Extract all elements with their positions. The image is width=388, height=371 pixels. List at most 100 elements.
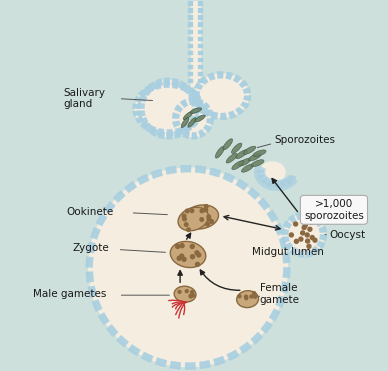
Polygon shape: [164, 78, 170, 85]
Polygon shape: [199, 76, 208, 85]
Polygon shape: [150, 128, 158, 137]
Polygon shape: [174, 105, 183, 112]
Ellipse shape: [170, 242, 206, 267]
Circle shape: [313, 238, 317, 242]
Circle shape: [197, 253, 201, 257]
Circle shape: [189, 295, 192, 298]
Ellipse shape: [223, 139, 232, 150]
Ellipse shape: [194, 73, 249, 118]
Circle shape: [176, 244, 180, 249]
Polygon shape: [144, 123, 152, 132]
Polygon shape: [140, 122, 149, 129]
Polygon shape: [137, 102, 145, 109]
Polygon shape: [133, 111, 140, 116]
Ellipse shape: [253, 150, 266, 157]
Polygon shape: [223, 172, 235, 183]
Polygon shape: [267, 210, 278, 222]
Polygon shape: [196, 109, 204, 114]
Polygon shape: [198, 23, 203, 27]
Circle shape: [204, 205, 208, 208]
Ellipse shape: [174, 100, 212, 137]
Polygon shape: [141, 352, 153, 362]
Circle shape: [189, 294, 192, 297]
Circle shape: [308, 227, 312, 231]
Polygon shape: [298, 250, 304, 257]
Polygon shape: [228, 111, 236, 119]
Polygon shape: [172, 121, 180, 128]
Polygon shape: [317, 241, 325, 249]
Polygon shape: [235, 107, 244, 115]
Circle shape: [294, 239, 298, 243]
Polygon shape: [188, 36, 193, 41]
Circle shape: [253, 292, 256, 295]
Polygon shape: [188, 92, 197, 100]
Polygon shape: [183, 131, 190, 139]
Circle shape: [180, 254, 184, 258]
Circle shape: [207, 215, 211, 219]
Polygon shape: [319, 234, 327, 241]
Polygon shape: [138, 89, 147, 97]
Polygon shape: [217, 71, 223, 79]
Circle shape: [191, 255, 194, 259]
Polygon shape: [193, 98, 201, 104]
Polygon shape: [180, 127, 188, 135]
Polygon shape: [274, 223, 284, 235]
Polygon shape: [90, 227, 100, 239]
Polygon shape: [283, 267, 290, 278]
Circle shape: [178, 290, 181, 293]
Circle shape: [191, 290, 194, 293]
Polygon shape: [310, 214, 318, 222]
Polygon shape: [188, 9, 193, 13]
Circle shape: [250, 295, 253, 298]
Polygon shape: [173, 130, 181, 138]
Circle shape: [305, 233, 309, 237]
Text: Midgut lumen: Midgut lumen: [251, 246, 324, 256]
Polygon shape: [194, 82, 203, 90]
Ellipse shape: [191, 108, 202, 113]
Polygon shape: [104, 201, 115, 214]
Circle shape: [207, 217, 211, 221]
Text: Sporozoites: Sporozoites: [274, 135, 335, 145]
Polygon shape: [87, 242, 96, 253]
Polygon shape: [188, 65, 193, 69]
Circle shape: [307, 244, 311, 248]
Circle shape: [195, 251, 199, 255]
Text: Zygote: Zygote: [73, 243, 110, 253]
Polygon shape: [96, 214, 107, 226]
Circle shape: [301, 231, 305, 235]
Circle shape: [140, 81, 196, 137]
Polygon shape: [312, 246, 320, 255]
Polygon shape: [198, 72, 203, 76]
Polygon shape: [189, 120, 198, 128]
Polygon shape: [199, 360, 211, 369]
Polygon shape: [188, 50, 193, 55]
Circle shape: [254, 295, 256, 298]
Circle shape: [299, 237, 303, 241]
Ellipse shape: [241, 164, 254, 172]
Polygon shape: [134, 96, 142, 103]
Polygon shape: [243, 87, 251, 93]
Polygon shape: [196, 104, 205, 111]
Polygon shape: [188, 30, 193, 34]
Polygon shape: [135, 116, 144, 124]
Polygon shape: [185, 362, 196, 370]
Polygon shape: [198, 79, 203, 83]
Polygon shape: [165, 166, 177, 174]
Polygon shape: [147, 126, 156, 134]
Polygon shape: [188, 23, 193, 27]
Ellipse shape: [238, 158, 251, 166]
Polygon shape: [113, 190, 125, 203]
Polygon shape: [282, 252, 290, 263]
Polygon shape: [192, 90, 200, 96]
Polygon shape: [153, 82, 161, 90]
Polygon shape: [202, 108, 211, 117]
Polygon shape: [209, 168, 221, 177]
Polygon shape: [258, 169, 264, 173]
Circle shape: [89, 168, 287, 367]
Polygon shape: [180, 165, 191, 173]
Circle shape: [289, 233, 293, 237]
Polygon shape: [137, 174, 149, 185]
Ellipse shape: [243, 146, 256, 154]
Polygon shape: [188, 1, 193, 6]
Circle shape: [294, 222, 298, 226]
